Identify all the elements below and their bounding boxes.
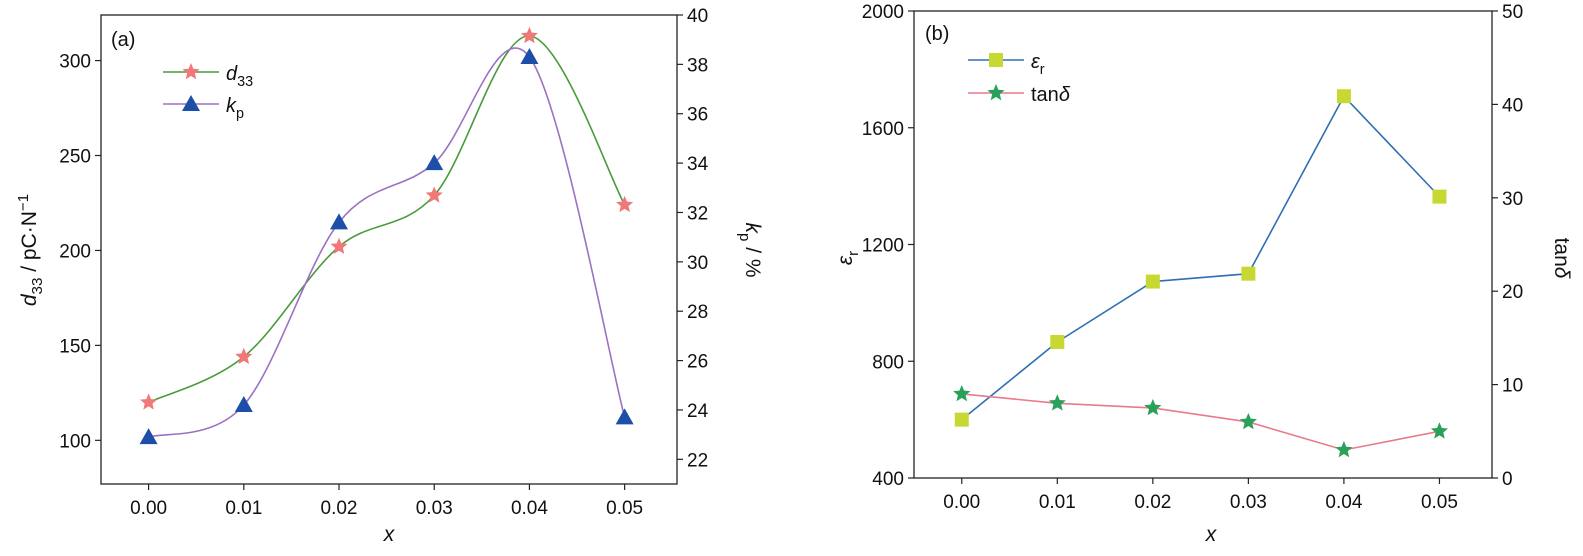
data-point-b-0 (1145, 274, 1160, 289)
x-tick-label-b: 0.02 (1134, 492, 1171, 513)
plot-a: 0.00 0.01 0.02 0.03 0.04 0.05 100 150 200 250 300 2… (59, 6, 708, 519)
y-left-tick-label-b: 1200 (862, 236, 904, 257)
x-tick-label-b: 0.00 (943, 492, 980, 513)
panel-label-a: (a) (111, 29, 135, 51)
data-point-a-1 (615, 408, 634, 425)
x-tick-label-a: 0.00 (130, 498, 167, 519)
y-right-tick-label-a: 36 (687, 105, 708, 126)
y-axis-label-left-a: d33 / pC·N−1 (15, 194, 46, 306)
data-point-a-0 (616, 195, 634, 213)
y-axis-label-left-b: εr (834, 251, 862, 265)
data-point-a-1 (139, 428, 158, 445)
series-line-b-0 (961, 94, 1441, 421)
y-right-tick-label-a: 28 (687, 302, 708, 323)
data-point-b-0 (1241, 266, 1256, 281)
data-point-a-0 (425, 186, 443, 203)
panel-label-b: (b) (925, 23, 949, 45)
y-left-tick-label-a: 200 (59, 241, 91, 262)
data-point-b-1 (1335, 440, 1353, 458)
plot-b: 0.00 0.01 0.02 0.03 0.04 0.054008001200160020… (862, 2, 1523, 513)
x-tick-label-a: 0.04 (511, 498, 548, 519)
data-point-b-1 (1144, 398, 1162, 416)
data-point-b-0 (954, 412, 969, 427)
y-right-tick-label-a: 32 (687, 203, 708, 224)
legend-label-a-1: kp (226, 95, 244, 122)
data-point-a-0 (140, 393, 158, 410)
x-tick-label-a: 0.03 (416, 498, 453, 519)
x-tick-label-b: 0.01 (1039, 492, 1076, 513)
x-axis-label-b: x (1205, 523, 1218, 546)
data-point-b-1 (1430, 422, 1449, 439)
x-tick-label-a: 0.01 (225, 498, 262, 519)
y-right-tick-label-b: 50 (1502, 2, 1523, 23)
data-point-a-1 (330, 213, 349, 230)
data-point-a-1 (425, 154, 444, 171)
data-point-b-1 (1239, 412, 1257, 430)
legend-marker-b-0 (989, 53, 1003, 67)
data-point-a-1 (520, 47, 539, 64)
data-point-b-0 (1050, 334, 1065, 349)
x-tick-label-b: 0.04 (1325, 492, 1362, 513)
data-point-b-0 (1336, 89, 1351, 104)
legend-label-b-0: εr (1031, 51, 1045, 78)
rich-axis-labels: d33 / pC·N−1 kp / % εr tanδ d33 kp εr tanδ (15, 51, 1573, 306)
y-right-tick-label-a: 26 (687, 352, 708, 373)
series-line-a-0 (148, 35, 626, 404)
y-left-tick-label-a: 300 (59, 52, 91, 73)
data-point-b-1 (953, 384, 971, 402)
y-right-tick-label-a: 40 (687, 6, 708, 27)
data-point-a-0 (235, 347, 253, 365)
data-point-b-1 (1048, 394, 1066, 411)
y-right-tick-label-b: 20 (1502, 282, 1523, 303)
series-line-a-1 (148, 47, 626, 438)
y-left-tick-label-a: 100 (59, 431, 91, 452)
plot-frame-a (100, 14, 678, 485)
y-right-tick-label-b: 30 (1502, 189, 1523, 210)
data-point-a-0 (520, 26, 538, 44)
y-left-tick-label-a: 150 (59, 336, 91, 357)
y-right-tick-label-a: 24 (687, 401, 709, 422)
legend-label-b-1: tanδ (1031, 84, 1071, 106)
legend-marker-a-0 (182, 63, 200, 80)
x-tick-label-b: 0.03 (1230, 492, 1267, 513)
y-right-tick-label-b: 0 (1502, 469, 1513, 490)
legend-marker-a-1 (182, 95, 200, 111)
y-right-tick-label-a: 34 (687, 154, 709, 175)
y-right-tick-label-a: 30 (687, 253, 708, 274)
plot-frame-b (913, 10, 1493, 479)
y-right-tick-label-b: 40 (1502, 95, 1523, 116)
y-left-tick-label-b: 1600 (862, 119, 904, 140)
x-tick-label-a: 0.02 (321, 498, 358, 519)
x-axis-label-a: x (383, 523, 396, 546)
data-point-b-0 (1432, 189, 1447, 204)
legend-marker-b-1 (987, 84, 1005, 101)
y-right-tick-label-b: 10 (1502, 376, 1523, 397)
data-point-a-1 (234, 396, 253, 413)
y-axis-label-right-a: kp / % (736, 222, 764, 277)
y-axis-label-right-b: tanδ (1550, 238, 1573, 279)
y-left-tick-label-a: 250 (59, 147, 91, 168)
y-left-tick-label-b: 2000 (862, 2, 904, 23)
y-right-tick-label-a: 22 (687, 450, 708, 471)
series-line-b-1 (961, 393, 1440, 451)
x-tick-label-a: 0.05 (606, 498, 643, 519)
x-tick-label-b: 0.05 (1421, 492, 1458, 513)
legend-label-a-0: d33 (226, 63, 253, 90)
y-right-tick-label-a: 38 (687, 55, 708, 76)
y-left-tick-label-b: 400 (872, 469, 904, 490)
y-left-tick-label-b: 800 (872, 352, 904, 373)
data-point-a-0 (330, 237, 348, 254)
